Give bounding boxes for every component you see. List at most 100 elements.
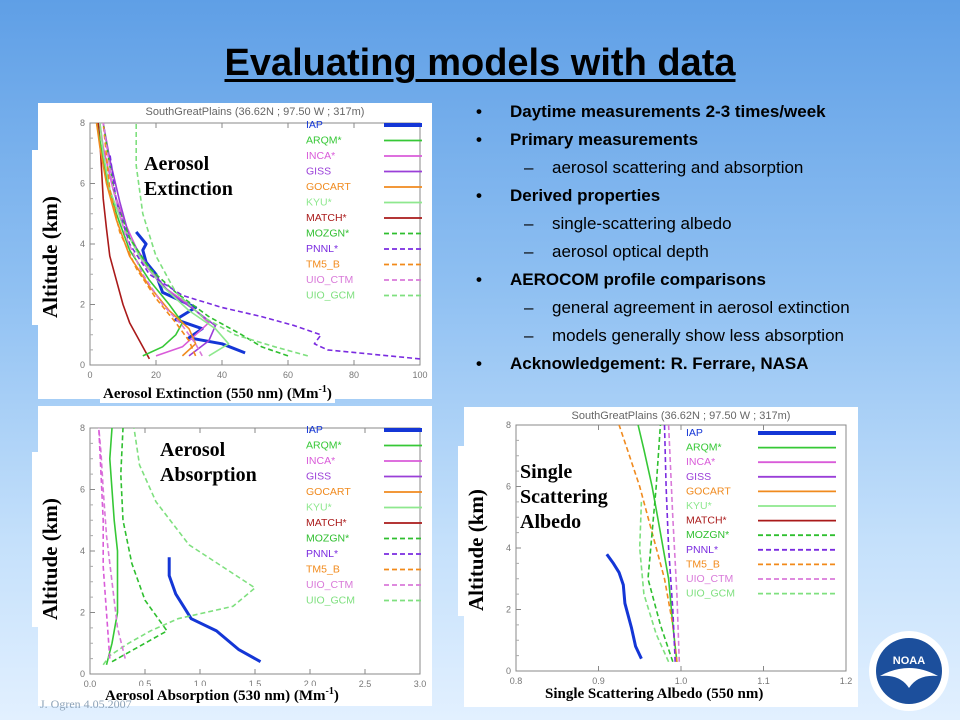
albedo-chart-panel: SouthGreatPlains (36.62N ; 97.50 W ; 317… bbox=[464, 407, 858, 707]
albedo-xtick-label: 1.0 bbox=[675, 676, 688, 686]
albedo-legend-label: UIO_GCM bbox=[686, 588, 735, 600]
absorption-chart-panel: 0.0 0.5 1.0 1.5 2.0 2.5 3.0 0 2 4 6 8 IAP ARQM* INCA* G… bbox=[38, 406, 432, 706]
bullet-item: models generally show less absorption bbox=[468, 322, 948, 350]
extinction-legend-label: TM5_B bbox=[306, 259, 340, 271]
albedo-ylabel: Altitude (km) bbox=[464, 489, 488, 611]
extinction-legend-label: GOCART bbox=[306, 181, 351, 193]
absorption-ytick-label: 2 bbox=[80, 608, 85, 618]
albedo-ytick-label: 6 bbox=[506, 482, 511, 492]
extinction-xlabel: Aerosol Extinction (550 nm) (Mm-1) bbox=[100, 384, 335, 403]
extinction-series-kyu-line bbox=[99, 122, 230, 357]
bullet-item: Daytime measurements 2-3 times/week bbox=[468, 98, 948, 126]
albedo-ylabel-box: Altitude (km) bbox=[458, 446, 494, 616]
xlabel-text: Aerosol Absorption (530 nm) (Mm bbox=[105, 688, 326, 704]
extinction-legend-label: UIO_CTM bbox=[306, 274, 353, 286]
extinction-legend-label: MATCH* bbox=[306, 212, 347, 224]
panel-label-line: Extinction bbox=[144, 178, 233, 200]
extinction-legend-label: PNNL* bbox=[306, 243, 338, 255]
absorption-ytick-label: 6 bbox=[80, 485, 85, 495]
albedo-legend-label: PNNL* bbox=[686, 544, 718, 556]
absorption-ylabel-box: Altitude (km) bbox=[32, 452, 68, 627]
absorption-legend-label: GISS bbox=[306, 471, 331, 483]
bullet-item: aerosol optical depth bbox=[468, 238, 948, 266]
albedo-ytick-label: 8 bbox=[506, 420, 511, 430]
albedo-series-iap-line bbox=[605, 553, 643, 660]
extinction-ylabel: Altitude (km) bbox=[38, 196, 62, 318]
extinction-legend-label: UIO_GCM bbox=[306, 290, 355, 302]
absorption-chart: 0.0 0.5 1.0 1.5 2.0 2.5 3.0 0 2 4 6 8 IAP ARQM* INCA* G… bbox=[80, 423, 427, 689]
bullet-item: Primary measurements bbox=[468, 126, 948, 154]
xlabel-superscript: -1 bbox=[318, 384, 327, 395]
albedo-legend-label: GOCART bbox=[686, 485, 731, 497]
panel-label-line: Scattering bbox=[520, 486, 608, 508]
extinction-legend-label: GISS bbox=[306, 166, 331, 178]
albedo-legend-label: MOZGN* bbox=[686, 529, 729, 541]
albedo-series-arqm-line bbox=[637, 424, 678, 662]
bullet-item: Acknowledgement: R. Ferrare, NASA bbox=[468, 350, 948, 378]
absorption-ytick-label: 8 bbox=[80, 423, 85, 433]
albedo-series-uio_gcm-line bbox=[638, 501, 670, 663]
noaa-logo-text: NOAA bbox=[893, 655, 925, 667]
bullet-item: general agreement in aerosol extinction bbox=[468, 294, 948, 322]
panel-label-line: Aerosol bbox=[160, 439, 226, 461]
albedo-legend-label: KYU* bbox=[686, 500, 712, 512]
extinction-chart-panel: SouthGreatPlains (36.62N ; 97.50 W ; 317… bbox=[38, 103, 432, 399]
albedo-chart-title: SouthGreatPlains (36.62N ; 97.50 W ; 317… bbox=[572, 410, 791, 422]
bullet-item: AEROCOM profile comparisons bbox=[468, 266, 948, 294]
absorption-legend-label: PNNL* bbox=[306, 548, 338, 560]
extinction-series-gocart-line bbox=[95, 122, 197, 357]
albedo-xtick-label: 0.8 bbox=[510, 676, 523, 686]
panel-label-line: Single bbox=[520, 461, 573, 483]
extinction-legend-label: MOZGN* bbox=[306, 228, 349, 240]
absorption-legend-label: KYU* bbox=[306, 502, 332, 514]
albedo-series-mozgn-line bbox=[647, 424, 674, 663]
extinction-series-pnnl-line bbox=[109, 153, 421, 360]
extinction-plot-frame bbox=[89, 122, 421, 366]
absorption-ytick-label: 4 bbox=[80, 546, 85, 556]
xlabel-tail: ) bbox=[326, 386, 332, 402]
albedo-legend-label: IAP bbox=[686, 427, 703, 439]
albedo-ytick-label: 0 bbox=[506, 666, 511, 676]
absorption-legend-label: INCA* bbox=[306, 455, 335, 467]
absorption-legend-label: ARQM* bbox=[306, 440, 342, 452]
albedo-legend-label: GISS bbox=[686, 471, 711, 483]
xlabel-tail: ) bbox=[333, 688, 339, 704]
absorption-ylabel: Altitude (km) bbox=[38, 498, 62, 620]
extinction-ylabel-box: Altitude (km) bbox=[32, 150, 68, 325]
absorption-xtick-label: 3.0 bbox=[414, 679, 427, 689]
absorption-xtick-label: 1.0 bbox=[194, 679, 207, 689]
bullet-list: Daytime measurements 2-3 times/weekPrima… bbox=[468, 98, 948, 378]
albedo-xlabel: Single Scattering Albedo (550 nm) bbox=[542, 686, 767, 703]
extinction-series-uio_gcm-line bbox=[135, 123, 309, 357]
absorption-ytick-label: 0 bbox=[80, 669, 85, 679]
absorption-xtick-label: 1.5 bbox=[249, 679, 262, 689]
extinction-xtick-label: 80 bbox=[349, 370, 359, 380]
extinction-legend-label: IAP bbox=[306, 119, 323, 131]
albedo-xtick-label: 1.2 bbox=[840, 676, 853, 686]
bullet-item: single-scattering albedo bbox=[468, 210, 948, 238]
extinction-ytick-label: 6 bbox=[80, 179, 85, 189]
footer-credit: J. Ogren 4.05.2007 bbox=[40, 697, 132, 711]
extinction-legend-label: ARQM* bbox=[306, 135, 342, 147]
albedo-xtick-label: 0.9 bbox=[592, 676, 605, 686]
xlabel-text: Aerosol Extinction (550 nm) (Mm bbox=[103, 386, 319, 402]
albedo-legend-label: ARQM* bbox=[686, 442, 722, 454]
extinction-ytick-label: 4 bbox=[80, 239, 85, 249]
xlabel-text: Single Scattering Albedo (550 nm) bbox=[545, 686, 764, 702]
extinction-series-tm5_b-line bbox=[102, 122, 197, 357]
extinction-series-iap-line bbox=[135, 230, 246, 355]
panel-label-line: Albedo bbox=[520, 511, 582, 533]
extinction-series-match-line bbox=[97, 122, 151, 360]
slide-title: Evaluating models with data bbox=[224, 42, 736, 84]
bullet-item: aerosol scattering and absorption bbox=[468, 154, 948, 182]
absorption-series-uio_ctm-line bbox=[98, 427, 126, 659]
absorption-xtick-label: 2.5 bbox=[359, 679, 372, 689]
extinction-xtick-label: 0 bbox=[87, 370, 92, 380]
albedo-legend-label: MATCH* bbox=[686, 515, 727, 527]
extinction-xtick-label: 100 bbox=[412, 370, 427, 380]
extinction-xtick-label: 20 bbox=[151, 370, 161, 380]
absorption-series-mozgn-line bbox=[111, 427, 168, 663]
absorption-xtick-label: 2.0 bbox=[304, 679, 317, 689]
albedo-ytick-label: 2 bbox=[506, 605, 511, 615]
albedo-series-gocart-line bbox=[618, 424, 678, 662]
